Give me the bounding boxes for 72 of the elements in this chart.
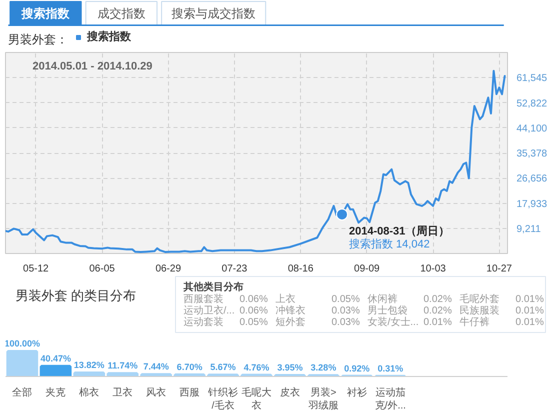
text: 0.03% bbox=[332, 317, 360, 328]
data-label: 6.70% bbox=[176, 362, 202, 372]
text: 运动套装 bbox=[184, 316, 224, 328]
y-tick-label: 61,545 bbox=[516, 73, 548, 84]
chart-title: 男装外套 的类目分布 bbox=[16, 288, 136, 303]
text: 民族服装 bbox=[460, 304, 500, 316]
text: 男士包袋 bbox=[368, 304, 408, 316]
y-tick-label: 44,100 bbox=[516, 123, 548, 134]
text: 搜索指数 bbox=[20, 6, 71, 20]
text: 其他类目分布 bbox=[182, 281, 244, 293]
text: 牛仔裤 bbox=[460, 316, 490, 328]
data-label: 4.76% bbox=[244, 362, 270, 372]
x-tick-label: 10-03 bbox=[420, 264, 446, 274]
text: 0.05% bbox=[240, 317, 268, 328]
x-tick-label: 针织衫/毛衣 bbox=[207, 386, 238, 412]
x-tick-label: 毛呢大衣 bbox=[242, 386, 272, 412]
data-label: 0.31% bbox=[378, 363, 404, 374]
text: 运动卫衣/... bbox=[184, 304, 235, 316]
text: 西服套装 bbox=[184, 293, 224, 305]
y-tick-label: 35,378 bbox=[516, 148, 548, 160]
text: 上衣 bbox=[276, 293, 296, 305]
x-tick-label: 卫衣 bbox=[112, 386, 133, 398]
text: 0.06% bbox=[240, 294, 268, 305]
data-label: 13.82% bbox=[74, 360, 104, 370]
y-tick-label: 26,656 bbox=[516, 174, 548, 185]
data-label: 3.28% bbox=[310, 362, 336, 373]
y-tick-label: 17,933 bbox=[516, 198, 548, 210]
text: 0.01% bbox=[516, 306, 544, 316]
text: 0.02% bbox=[424, 294, 452, 305]
x-tick-label: 08-16 bbox=[288, 264, 314, 274]
data-label: 5.67% bbox=[210, 362, 236, 372]
text: 冲锋衣 bbox=[276, 304, 306, 316]
x-tick-label: 06-05 bbox=[89, 264, 116, 274]
data-label: 40.47% bbox=[40, 353, 71, 364]
data-label: 0.92% bbox=[344, 363, 370, 374]
annotation: 2014.05.01 - 2014.10.29 bbox=[32, 60, 152, 72]
x-tick-label: 07-23 bbox=[222, 264, 248, 274]
x-tick-label: 06-29 bbox=[155, 264, 182, 274]
text: 0.02% bbox=[424, 306, 452, 316]
x-tick-label: 全部 bbox=[12, 386, 32, 398]
x-tick-label: 05-12 bbox=[23, 264, 50, 274]
text: 0.01% bbox=[424, 317, 452, 328]
text: 女装/女士... bbox=[368, 316, 419, 328]
annotation: 2014-08-31（周日） bbox=[349, 225, 450, 238]
x-tick-label: 皮衣 bbox=[280, 386, 300, 398]
y-tick-label: 52,822 bbox=[516, 98, 548, 110]
x-tick-label: 棉衣 bbox=[79, 386, 100, 398]
x-tick-label: 男装>羽绒服 bbox=[308, 386, 338, 412]
annotation: 搜索指数 14,042 bbox=[349, 237, 430, 250]
text: 成交指数 bbox=[97, 6, 146, 20]
x-tick-label: 风衣 bbox=[146, 386, 166, 398]
x-tick-label: 09-09 bbox=[354, 264, 380, 274]
text: 0.01% bbox=[516, 294, 544, 305]
text: 短外套 bbox=[276, 316, 306, 328]
data-label: 11.74% bbox=[108, 360, 138, 371]
text: 0.06% bbox=[240, 306, 268, 316]
y-tick-label: 9,211 bbox=[516, 224, 542, 235]
legend-label: 搜索指数 bbox=[87, 30, 131, 44]
x-tick-label: 运动茄克/外... bbox=[374, 386, 406, 412]
x-tick-label: 夹克 bbox=[46, 386, 66, 398]
text: 休闲裤 bbox=[368, 293, 398, 305]
x-tick-label: 衬衫 bbox=[346, 386, 367, 398]
x-tick-label: 西服 bbox=[180, 388, 200, 398]
text: 0.01% bbox=[516, 317, 544, 328]
text: 0.05% bbox=[332, 294, 360, 305]
text: 搜索与成交指数 bbox=[172, 6, 256, 20]
text: 0.03% bbox=[332, 306, 360, 316]
text: 毛呢外套 bbox=[460, 293, 500, 305]
chart-title: 男装外套： bbox=[8, 32, 68, 46]
data-label: 7.44% bbox=[143, 362, 169, 372]
x-tick-label: 10-27 bbox=[486, 264, 512, 274]
data-label: 3.95% bbox=[277, 362, 303, 373]
